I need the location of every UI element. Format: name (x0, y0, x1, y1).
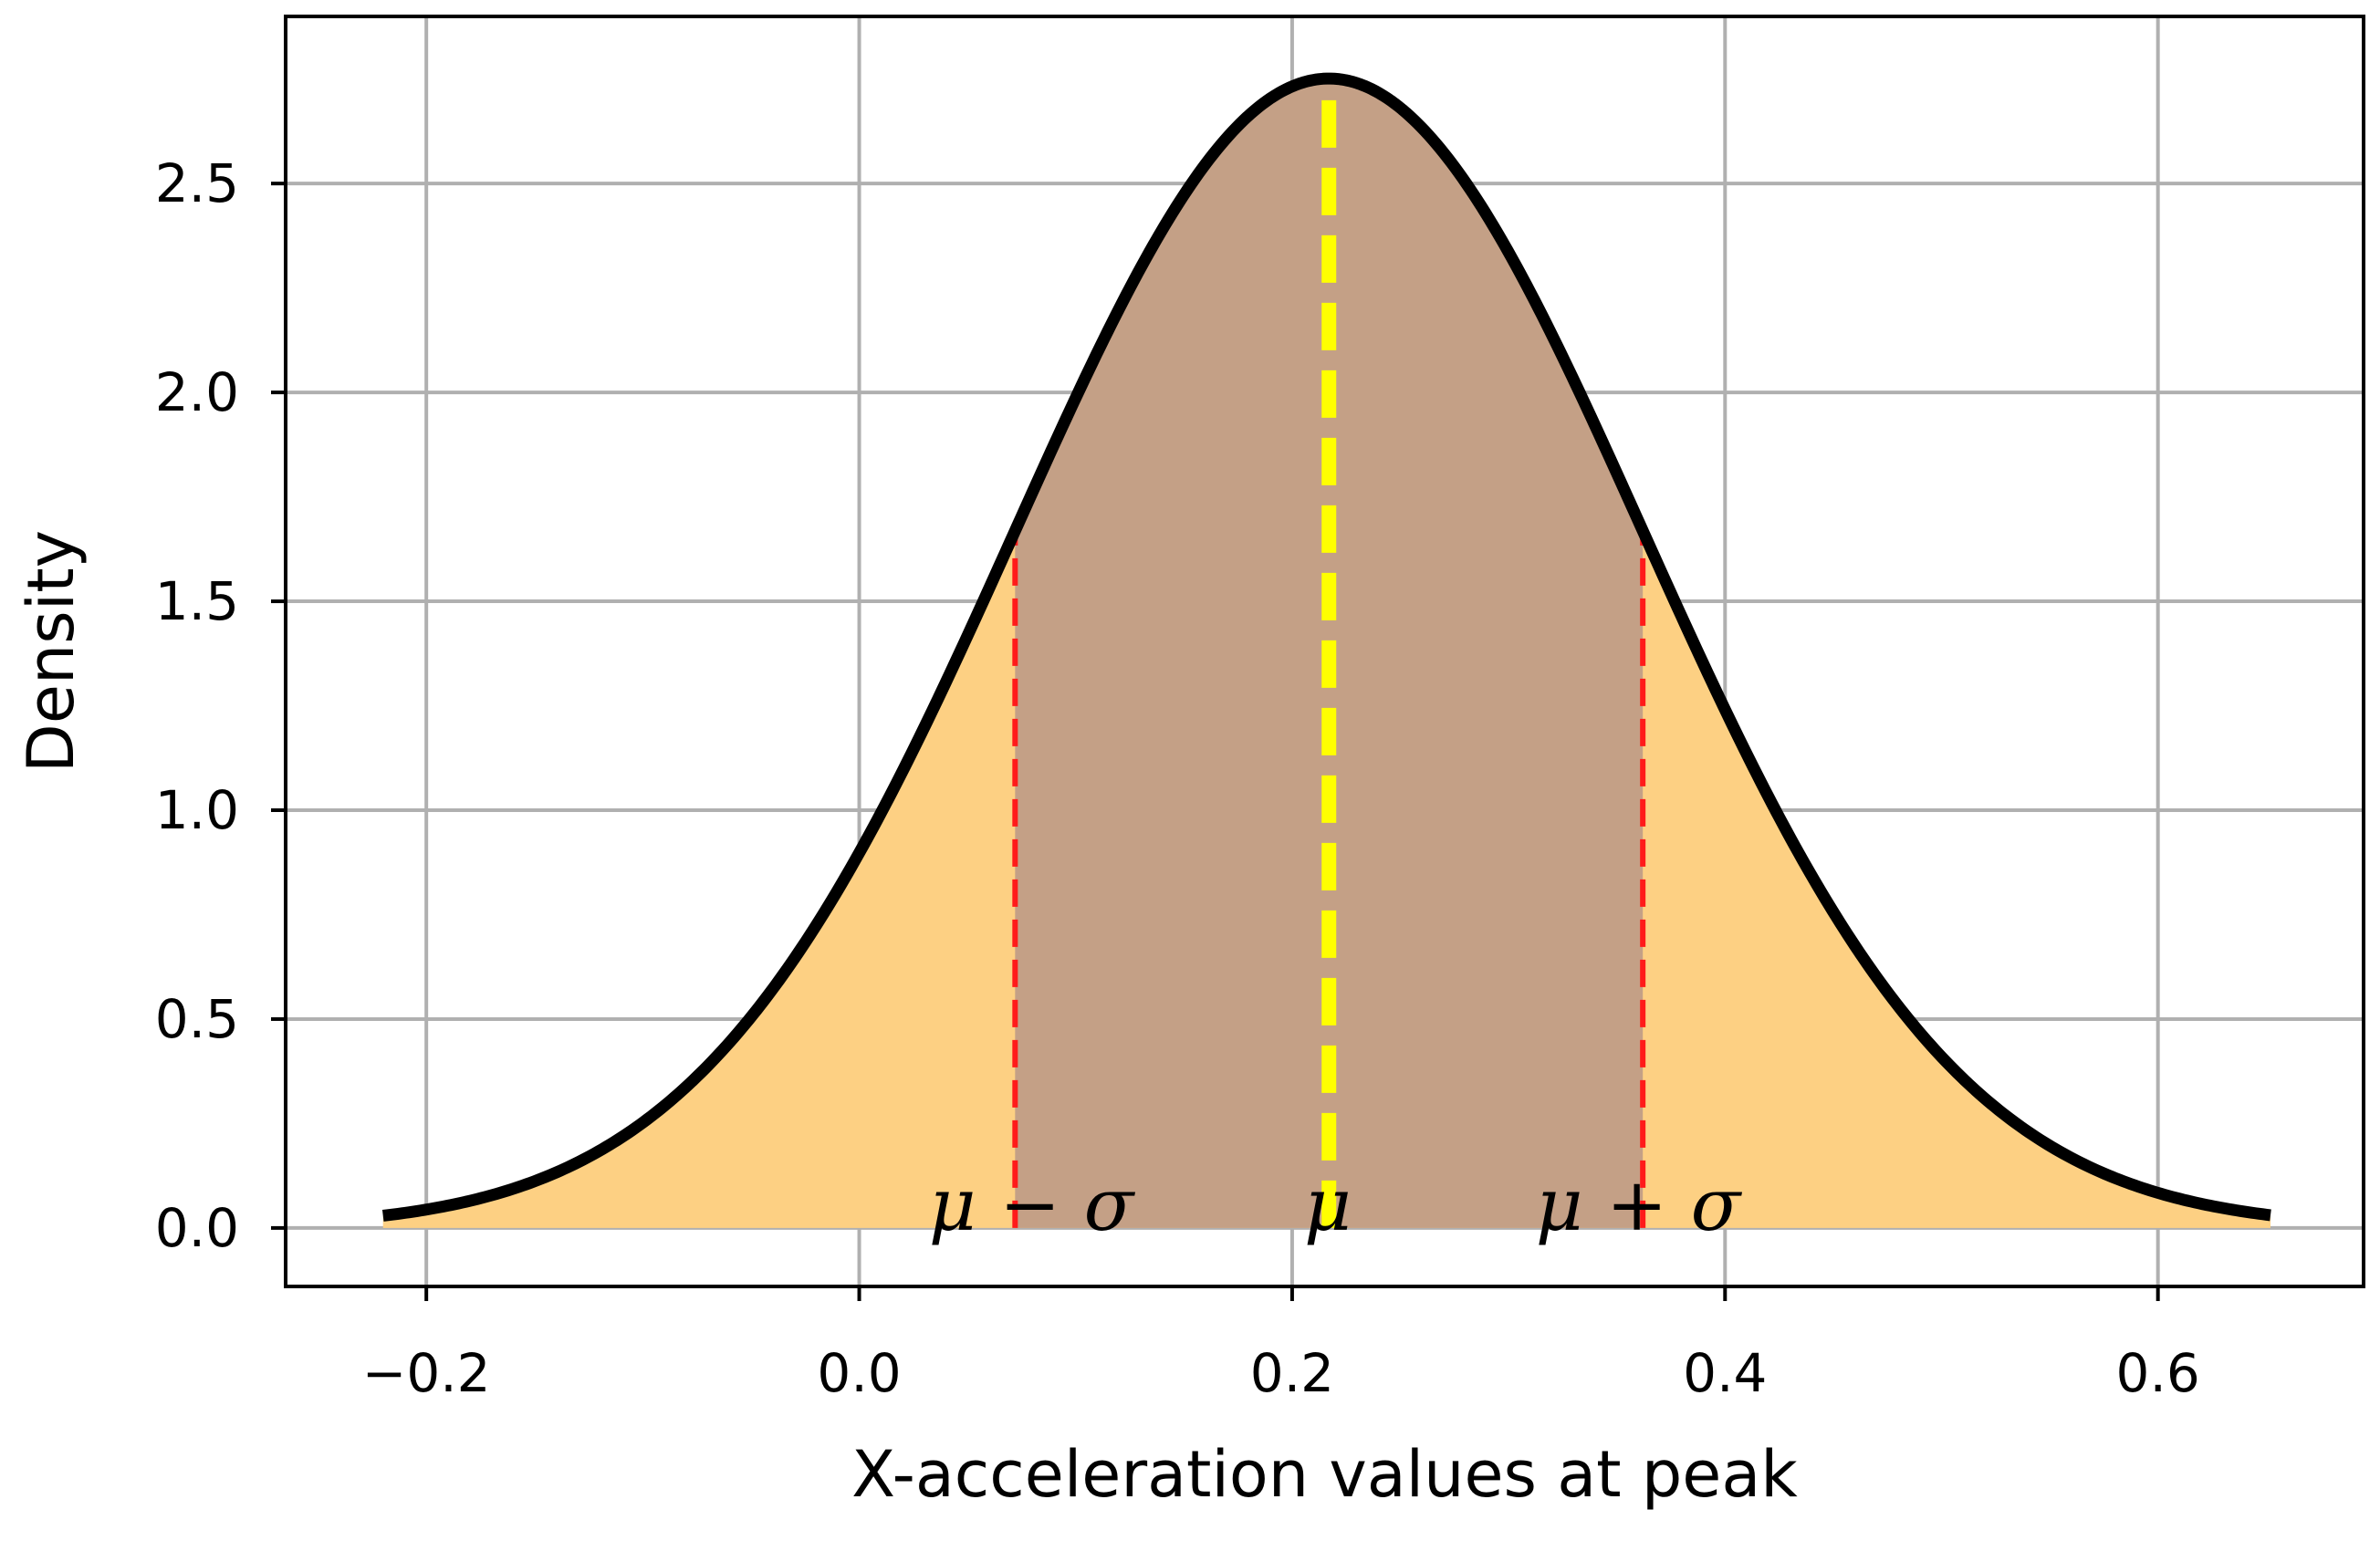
y-tick-label: 2.0 (155, 361, 239, 423)
y-tick-label: 0.0 (155, 1197, 239, 1259)
axes-frame (284, 15, 2365, 1288)
axes (271, 15, 2365, 1301)
mu-label: μ (1304, 1162, 1352, 1247)
x-tick-label: 0.6 (2116, 1342, 2200, 1404)
x-tick-label: −0.2 (362, 1342, 491, 1404)
y-tick-label: 2.5 (155, 152, 239, 214)
x-axis-label: X-acceleration values at peak (851, 1437, 1798, 1512)
mu-minus-sigma-label: μ − σ (929, 1162, 1136, 1247)
y-tick-label: 1.0 (155, 779, 239, 841)
y-tick-label: 1.5 (155, 570, 239, 632)
x-tick-label: 0.0 (817, 1342, 901, 1404)
density-curve-group (381, 72, 2273, 1222)
x-tick-label: 0.4 (1683, 1342, 1767, 1404)
annotations: μ − σ μ μ + σ (929, 1162, 1743, 1247)
vertical-lines (1012, 86, 1646, 1228)
y-tick-label: 0.5 (155, 988, 239, 1050)
tick-labels: −0.2 0.0 0.2 0.4 0.6 0.0 0.5 1.0 1.5 2.0 2.5 (155, 152, 2200, 1404)
density-curve (381, 72, 2273, 1222)
x-tick-label: 0.2 (1250, 1342, 1334, 1404)
mu-plus-sigma-label: μ + σ (1536, 1162, 1743, 1247)
y-axis-label: Density (14, 530, 89, 773)
